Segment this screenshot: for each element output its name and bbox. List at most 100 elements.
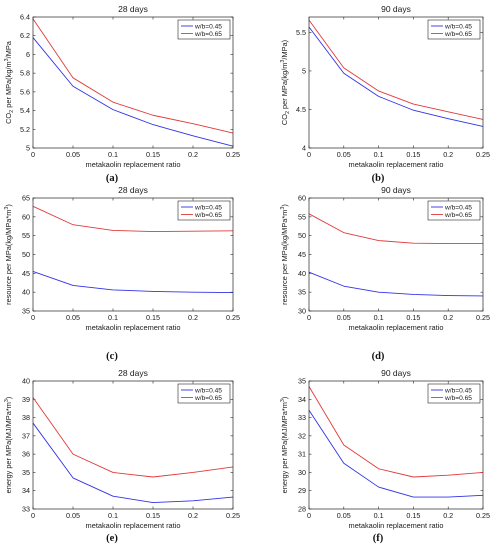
x-tick-label: 0 bbox=[307, 313, 311, 322]
y-tick-label: 30 bbox=[298, 468, 306, 477]
x-axis-label: metakaolin replacement ratio bbox=[349, 521, 444, 530]
legend-label: w/b=0.65 bbox=[194, 31, 222, 38]
chart-panel-1: 0 0.05 0.1 0.15 0.2 0.25 5 5.2 5.4 5.6 5.8 6 6.2 6.4 2… bbox=[4, 4, 240, 184]
chart-title: 28 days bbox=[118, 368, 148, 378]
x-axis-label: metakaolin replacement ratio bbox=[86, 160, 181, 169]
x-tick-label: 0.25 bbox=[476, 313, 490, 322]
x-tick-label: 0.25 bbox=[476, 511, 490, 520]
x-tick-label: 0.15 bbox=[146, 511, 160, 520]
legend-box bbox=[177, 383, 231, 404]
x-tick-label: 0.2 bbox=[443, 313, 453, 322]
legend-label: w/b=0.45 bbox=[194, 23, 222, 30]
x-tick-label: 0.25 bbox=[226, 313, 240, 322]
series-line-w-b-0-65 bbox=[32, 18, 234, 134]
y-tick-label: 35 bbox=[298, 377, 306, 386]
x-tick-label: 0.25 bbox=[226, 511, 240, 520]
chart-title: 28 days bbox=[118, 4, 148, 14]
legend: w/b=0.45w/b=0.65 bbox=[427, 19, 481, 40]
chart-panel-2: 0 0.05 0.1 0.15 0.2 0.25 4 4.5 5 5.5 90 days metaka… bbox=[280, 4, 490, 184]
y-axis-label: resource per MPa(kg/MPa*m3) bbox=[4, 204, 13, 305]
y-tick-label: 33 bbox=[22, 505, 30, 514]
legend-box bbox=[427, 383, 481, 404]
x-tick-label: 0 bbox=[307, 511, 311, 520]
y-tick-label: 28 bbox=[298, 505, 306, 514]
x-axis-label: metakaolin replacement ratio bbox=[349, 323, 444, 332]
legend-label: w/b=0.45 bbox=[444, 204, 472, 211]
series-line-w-b-0-45 bbox=[308, 410, 484, 498]
y-axis-label: resource per MPa(kg/MPa*m3) bbox=[280, 204, 289, 305]
series-line-w-b-0-45 bbox=[32, 37, 234, 147]
y-tick-label: 60 bbox=[298, 194, 306, 203]
y-tick-label: 6.2 bbox=[20, 31, 30, 40]
x-tick-label: 0.15 bbox=[406, 511, 420, 520]
x-tick-label: 0.15 bbox=[146, 150, 160, 159]
chart-title: 90 days bbox=[381, 368, 411, 378]
y-tick-label: 50 bbox=[22, 250, 30, 259]
y-tick-label: 55 bbox=[22, 231, 30, 240]
legend-label: w/b=0.65 bbox=[444, 395, 472, 402]
x-tick-label: 0.15 bbox=[406, 150, 420, 159]
y-tick-label: 55 bbox=[298, 212, 306, 221]
y-tick-label: 40 bbox=[22, 288, 30, 297]
chart-panel-4: 0 0.05 0.1 0.15 0.2 0.25 30 35 40 45 50 55 60 90 days… bbox=[280, 185, 490, 362]
y-axis-label: energy per MPa(MJ/MPa*m3) bbox=[4, 397, 13, 494]
y-tick-label: 40 bbox=[22, 377, 30, 386]
x-tick-label: 0.1 bbox=[374, 313, 384, 322]
x-tick-label: 0.2 bbox=[188, 150, 198, 159]
x-tick-label: 0.05 bbox=[66, 511, 80, 520]
chart-panel-3: 0 0.05 0.1 0.15 0.2 0.25 35 40 45 50 55 60 65 28 days… bbox=[4, 185, 240, 362]
legend-label: w/b=0.45 bbox=[444, 23, 472, 30]
y-tick-label: 6.4 bbox=[20, 13, 30, 22]
y-tick-label: 39 bbox=[22, 395, 30, 404]
legend: w/b=0.45w/b=0.65 bbox=[427, 383, 481, 404]
legend-label: w/b=0.45 bbox=[194, 204, 222, 211]
y-tick-label: 31 bbox=[298, 450, 306, 459]
y-tick-label: 37 bbox=[22, 431, 30, 440]
panel-tag: (b) bbox=[372, 173, 385, 184]
y-tick-label: 5.8 bbox=[20, 69, 30, 78]
series-line-w-b-0-65 bbox=[308, 19, 484, 120]
series-line-w-b-0-45 bbox=[308, 271, 484, 297]
x-tick-label: 0.2 bbox=[188, 313, 198, 322]
y-tick-label: 65 bbox=[22, 194, 30, 203]
legend-box bbox=[427, 200, 481, 221]
x-axis-label: metakaolin replacement ratio bbox=[86, 521, 181, 530]
y-tick-label: 32 bbox=[298, 431, 306, 440]
y-tick-label: 4 bbox=[302, 144, 306, 153]
x-tick-label: 0.05 bbox=[337, 313, 351, 322]
x-tick-label: 0.1 bbox=[108, 150, 118, 159]
x-tick-label: 0.1 bbox=[108, 511, 118, 520]
chart-panel-6: 0 0.05 0.1 0.15 0.2 0.25 28 29 30 31 32 33 34 35 90 da… bbox=[280, 368, 490, 544]
x-tick-label: 0.25 bbox=[226, 150, 240, 159]
y-tick-label: 5.6 bbox=[20, 87, 30, 96]
y-tick-label: 6 bbox=[26, 50, 30, 59]
x-tick-label: 0.2 bbox=[443, 150, 453, 159]
x-axis-label: metakaolin replacement ratio bbox=[86, 323, 181, 332]
plot-frame bbox=[32, 197, 234, 312]
plot-frame bbox=[32, 380, 234, 510]
y-tick-label: 33 bbox=[298, 413, 306, 422]
series-line-w-b-0-45 bbox=[32, 422, 234, 504]
y-tick-label: 35 bbox=[298, 288, 306, 297]
x-tick-label: 0.1 bbox=[374, 150, 384, 159]
chart-title: 90 days bbox=[381, 4, 411, 14]
x-tick-label: 0.1 bbox=[108, 313, 118, 322]
y-tick-label: 5.2 bbox=[20, 125, 30, 134]
legend-label: w/b=0.65 bbox=[444, 31, 472, 38]
legend: w/b=0.45w/b=0.65 bbox=[177, 200, 231, 221]
y-tick-label: 29 bbox=[298, 486, 306, 495]
y-tick-label: 50 bbox=[298, 231, 306, 240]
x-tick-label: 0 bbox=[307, 150, 311, 159]
series-line-w-b-0-45 bbox=[308, 26, 484, 127]
y-tick-label: 40 bbox=[298, 269, 306, 278]
legend-label: w/b=0.65 bbox=[444, 212, 472, 219]
panel-tag: (d) bbox=[372, 351, 385, 362]
x-tick-label: 0 bbox=[31, 511, 35, 520]
y-tick-label: 34 bbox=[298, 395, 306, 404]
y-tick-label: 30 bbox=[298, 307, 306, 316]
legend-box bbox=[177, 19, 231, 40]
y-tick-label: 5 bbox=[302, 66, 306, 75]
y-tick-label: 36 bbox=[22, 450, 30, 459]
x-tick-label: 0.05 bbox=[66, 313, 80, 322]
x-tick-label: 0.25 bbox=[476, 150, 490, 159]
